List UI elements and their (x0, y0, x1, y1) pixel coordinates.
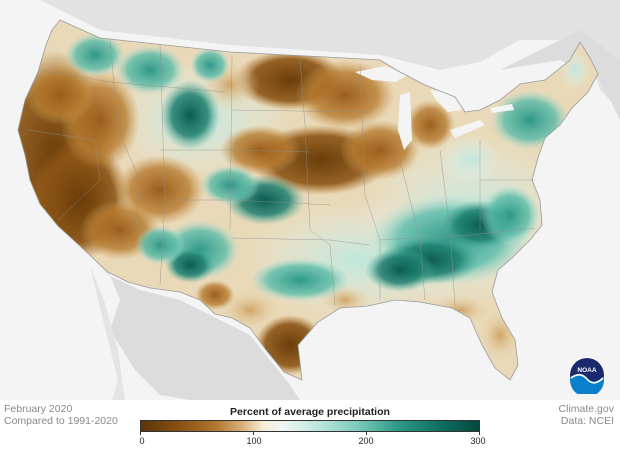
baja-landmass (90, 265, 125, 400)
footer: February 2020 Compared to 1991-2020 Perc… (0, 400, 620, 450)
legend-tick-200: 200 (358, 436, 374, 446)
legend-tick-mark (479, 432, 480, 435)
legend-tick-mark (253, 432, 254, 435)
legend-tick-0: 0 (139, 436, 145, 446)
legend-tick-mark (140, 432, 141, 435)
us-outline (17, 19, 599, 381)
baseline-label: Compared to 1991-2020 (4, 415, 118, 427)
canada-landmass (0, 0, 620, 110)
legend-colorbar (140, 420, 480, 432)
lake-ontario (490, 104, 514, 113)
lake-superior (355, 66, 408, 82)
lake-huron (430, 90, 462, 112)
legend-tick-300: 300 (470, 436, 486, 446)
lake-erie (450, 120, 485, 138)
legend-tick-mark (366, 432, 367, 435)
map-period-info: February 2020 Compared to 1991-2020 (4, 403, 118, 427)
mexico-landmass (85, 250, 300, 400)
legend-title: Percent of average precipitation (230, 406, 390, 418)
precipitation-map: NOAA (0, 0, 620, 400)
credits: Climate.gov Data: NCEI (559, 403, 614, 427)
canada-east-landmass (500, 30, 620, 120)
legend-tick-100: 100 (246, 436, 262, 446)
map-svg (0, 0, 620, 400)
state-borders (27, 39, 536, 306)
credit-label: Climate.gov (558, 403, 614, 415)
lake-michigan (398, 92, 412, 150)
noaa-logo-text: NOAA (577, 367, 596, 374)
noaa-logo: NOAA (568, 356, 606, 394)
source-label: Data: NCEI (560, 415, 614, 427)
period-label: February 2020 (4, 403, 73, 415)
